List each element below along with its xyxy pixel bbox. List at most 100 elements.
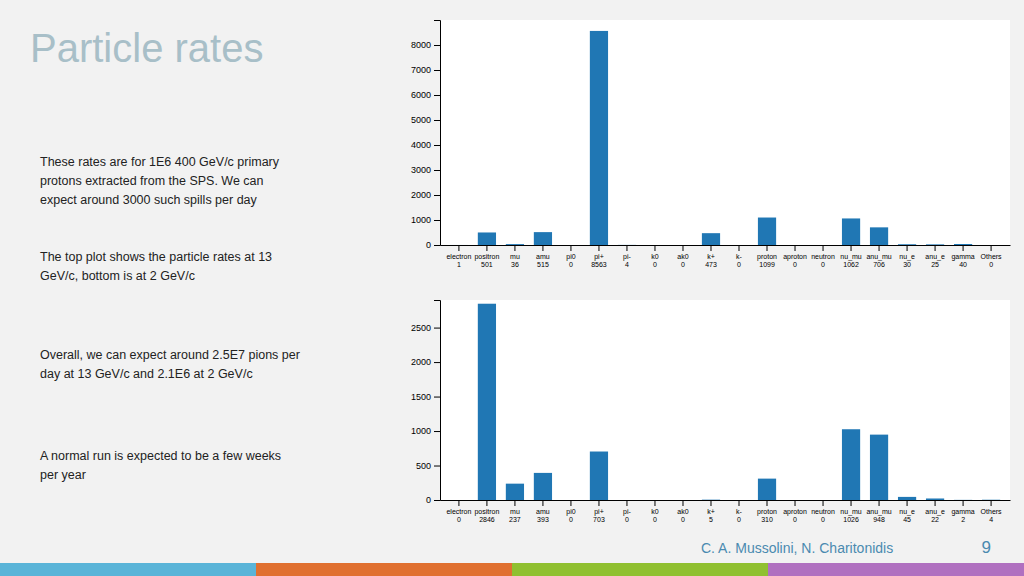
x-tick-mark (963, 500, 964, 506)
bar (814, 245, 832, 246)
x-tick: aproton0 (783, 500, 807, 523)
y-tick-label: 0 (426, 495, 431, 505)
x-tick: proton310 (757, 500, 777, 523)
y-tick-mark (434, 120, 440, 121)
text-block: These rates are for 1E6 400 GeV/c primar… (40, 155, 280, 207)
x-tick: k-0 (736, 500, 743, 523)
y-tick: 1000 (411, 426, 440, 436)
bar (618, 244, 636, 245)
x-tick-label: pi-0 (623, 508, 631, 523)
x-tick: gamma40 (951, 245, 974, 268)
y-tick: 0 (426, 495, 440, 505)
y-tick-label: 2000 (411, 190, 431, 200)
bar (926, 498, 944, 500)
bar (674, 500, 692, 501)
bar (814, 500, 832, 501)
bar (646, 245, 664, 246)
y-tick-mark (434, 328, 440, 329)
y-tick-mark (434, 220, 440, 221)
x-tick-label: nu_e30 (899, 253, 915, 268)
x-tick: pi00 (566, 245, 575, 268)
x-tick: nu_e30 (899, 245, 915, 268)
bar (730, 500, 748, 501)
x-tick: aproton0 (783, 245, 807, 268)
bar (982, 499, 1000, 500)
x-tick-label: electron0 (446, 508, 471, 523)
x-tick-label: anu_e25 (925, 253, 945, 268)
footer-strip (512, 563, 768, 576)
bar (674, 245, 692, 246)
x-tick-label: amu515 (536, 253, 550, 268)
x-tick-mark (795, 245, 796, 251)
y-tick-mark (434, 145, 440, 146)
x-tick: neutron0 (811, 245, 835, 268)
x-tick-mark (991, 500, 992, 506)
x-tick-mark (570, 245, 571, 251)
x-tick-mark (907, 500, 908, 506)
y-tick: 5000 (411, 115, 440, 125)
x-tick-mark (514, 500, 515, 506)
bar (534, 232, 552, 245)
x-tick-mark (935, 500, 936, 506)
x-tick-label: pi00 (566, 508, 575, 523)
bar (506, 484, 524, 500)
x-axis-line (441, 500, 1011, 501)
x-tick-mark (739, 245, 740, 251)
x-tick-label: aproton0 (783, 508, 807, 523)
x-tick: pi-4 (623, 245, 631, 268)
y-tick-mark (434, 195, 440, 196)
y-tick-label: 0 (426, 240, 431, 250)
x-tick-label: proton310 (757, 508, 777, 523)
x-tick-mark (542, 500, 543, 506)
bar (534, 473, 552, 500)
y-tick-mark (434, 170, 440, 171)
y-tick: 2500 (411, 323, 440, 333)
x-tick: electron1 (446, 245, 471, 268)
x-tick: pi-0 (623, 500, 631, 523)
x-tick-mark (682, 500, 683, 506)
x-tick-mark (654, 500, 655, 506)
x-tick: nu_mu1026 (840, 500, 862, 523)
chart: 05001000150020002500electron0positron284… (411, 300, 1011, 523)
footer-strip (0, 563, 256, 576)
bar (646, 500, 664, 501)
x-tick: k-0 (736, 245, 743, 268)
x-tick: pi+703 (593, 500, 605, 523)
bar (898, 244, 916, 245)
x-tick-label: anu_e22 (925, 508, 945, 523)
x-tick-mark (598, 500, 599, 506)
title: Particle rates (30, 26, 263, 70)
bar (758, 479, 776, 500)
y-tick-label: 1000 (411, 215, 431, 225)
x-tick-mark (879, 500, 880, 506)
x-tick: mu237 (509, 500, 521, 523)
x-axis: electron1positron501mu36amu515pi00pi+856… (441, 245, 1011, 268)
y-tick: 7000 (411, 65, 440, 75)
bar (982, 245, 1000, 246)
y-tick-label: 3000 (411, 165, 431, 175)
x-tick-mark (682, 245, 683, 251)
x-tick-label: proton1099 (757, 253, 777, 268)
bar (926, 244, 944, 245)
x-tick-mark (767, 245, 768, 251)
y-tick: 1000 (411, 215, 440, 225)
x-tick-label: k+473 (705, 253, 717, 268)
y-tick: 0 (426, 240, 440, 250)
bar (730, 245, 748, 246)
bar (702, 499, 720, 500)
x-tick: k00 (651, 500, 659, 523)
x-tick-mark (851, 245, 852, 251)
bar (450, 500, 468, 501)
x-tick-mark (710, 500, 711, 506)
y-tick-label: 1000 (411, 426, 431, 436)
x-tick-label: ak00 (677, 508, 688, 523)
x-tick: proton1099 (757, 245, 777, 268)
bars (478, 304, 1000, 500)
x-tick-label: positron501 (474, 253, 499, 268)
x-tick-mark (795, 500, 796, 506)
y-tick-mark (434, 397, 440, 398)
y-tick: 8000 (411, 40, 440, 50)
x-tick-mark (570, 500, 571, 506)
bar (758, 218, 776, 245)
y-axis: 05001000150020002500 (411, 301, 441, 506)
